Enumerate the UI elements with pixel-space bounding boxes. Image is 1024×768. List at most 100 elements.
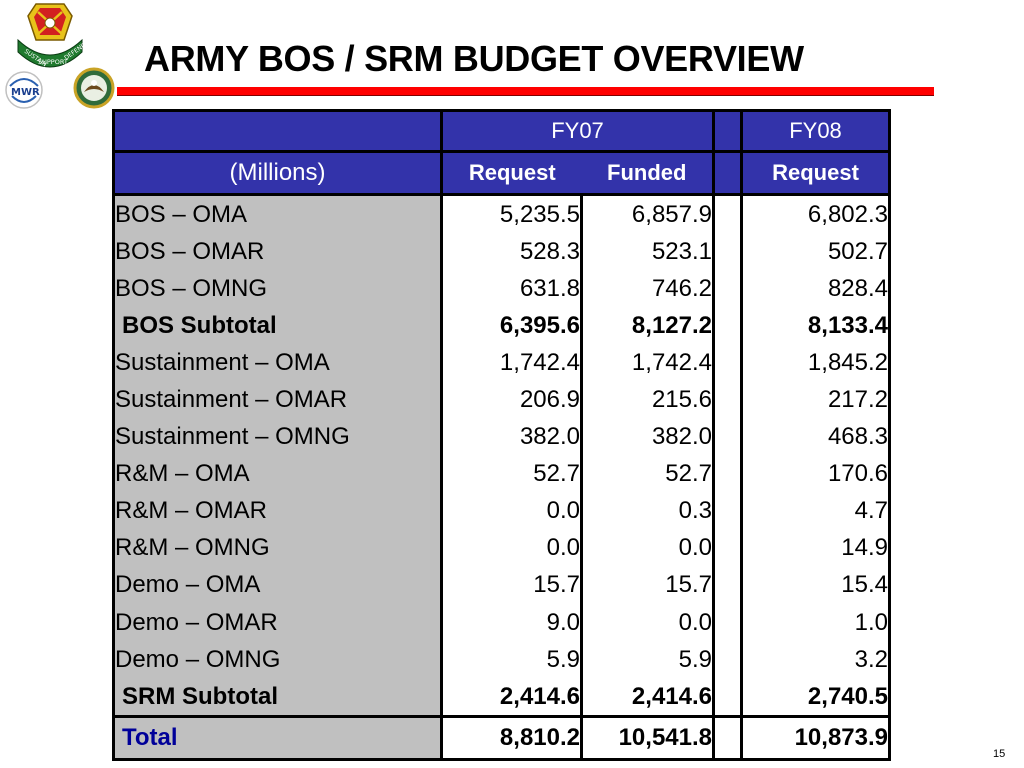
cell-fy08-request: 217.2 [740,381,891,419]
cell-fy07-request: 2,414.6 [440,678,582,717]
header-blank-cell [112,109,442,153]
row-label: BOS – OMA [112,194,442,234]
cell-fy07-request: 5,235.5 [440,194,582,234]
cell-fy07-funded: 1,742.4 [580,344,714,382]
row-gap-cell [712,418,742,456]
header-fy08-request: Request [740,151,891,196]
row-label: Sustainment – OMAR [112,381,442,419]
row-gap-cell [712,194,742,234]
table-row: BOS Subtotal 6,395.6 8,127.2 8,133.4 [112,307,891,345]
table-subheader-row: (Millions) Request Funded Request [112,151,891,196]
total-fy07-funded: 10,541.8 [580,715,714,762]
row-gap-cell [712,529,742,567]
table-header-row: FY07 FY08 [112,109,891,153]
cell-fy07-request: 1,742.4 [440,344,582,382]
row-label: R&M – OMNG [112,529,442,567]
table-row: BOS – OMAR 528.3 523.1 502.7 [112,233,891,271]
header-units: (Millions) [112,151,442,196]
table-row: BOS – OMNG 631.8 746.2 828.4 [112,270,891,308]
cell-fy07-funded: 0.0 [580,529,714,567]
row-label: Demo – OMAR [112,604,442,642]
cell-fy08-request: 1.0 [740,604,891,642]
table-row: Demo – OMNG 5.9 5.9 3.2 [112,641,891,679]
total-fy07-request: 8,810.2 [440,715,582,762]
cell-fy07-request: 5.9 [440,641,582,679]
cell-fy07-funded: 746.2 [580,270,714,308]
cell-fy07-funded: 8,127.2 [580,307,714,345]
total-row: Total 8,810.2 10,541.8 10,873.9 [112,715,891,762]
row-gap-cell [712,492,742,530]
row-gap-cell [712,641,742,679]
cell-fy07-funded: 52.7 [580,455,714,493]
row-label: R&M – OMA [112,455,442,493]
row-label: Demo – OMNG [112,641,442,679]
row-label: Demo – OMA [112,566,442,605]
page-title: ARMY BOS / SRM BUDGET OVERVIEW [144,38,804,79]
cell-fy07-request: 631.8 [440,270,582,308]
row-gap-cell [712,678,742,717]
row-label: R&M – OMAR [112,492,442,530]
row-label: BOS – OMNG [112,270,442,308]
eagle-seal-icon [73,67,115,109]
header-gap-cell [712,109,742,153]
cell-fy08-request: 6,802.3 [740,194,891,234]
table-row: Sustainment – OMA 1,742.4 1,742.4 1,845.2 [112,344,891,382]
table-row: Sustainment – OMAR 206.9 215.6 217.2 [112,381,891,419]
cell-fy07-request: 0.0 [440,492,582,530]
cell-fy07-request: 382.0 [440,418,582,456]
cell-fy08-request: 14.9 [740,529,891,567]
header-fy07: FY07 [440,109,714,153]
budget-table: FY07 FY08 (Millions) Request Funded Requ… [112,109,891,762]
cell-fy07-request: 6,395.6 [440,307,582,345]
row-gap-cell [712,455,742,493]
cell-fy07-funded: 0.3 [580,492,714,530]
row-gap-cell [712,604,742,642]
cell-fy08-request: 3.2 [740,641,891,679]
cell-fy08-request: 502.7 [740,233,891,271]
cell-fy07-funded: 215.6 [580,381,714,419]
cell-fy07-request: 206.9 [440,381,582,419]
table-row: R&M – OMNG 0.0 0.0 14.9 [112,529,891,567]
header-fy07-funded: Funded [581,151,714,196]
page-number: 15 [993,748,1006,760]
row-gap-cell [712,233,742,271]
table-row: R&M – OMAR 0.0 0.3 4.7 [112,492,891,530]
subheader-gap-cell [712,151,742,196]
table-row: Demo – OMA 15.7 15.7 15.4 [112,566,891,605]
row-gap-cell [712,307,742,345]
table-row: Sustainment – OMNG 382.0 382.0 468.3 [112,418,891,456]
svg-text:SUPPORT: SUPPORT [38,58,68,66]
cell-fy07-funded: 523.1 [580,233,714,271]
cell-fy07-funded: 5.9 [580,641,714,679]
cell-fy08-request: 170.6 [740,455,891,493]
cell-fy07-funded: 6,857.9 [580,194,714,234]
army-crest-icon: SUSTAIN SUPPORT DEFEND MWR [5,3,115,109]
mwr-logo-icon: MWR [5,71,43,109]
cell-fy08-request: 15.4 [740,566,891,605]
row-label: SRM Subtotal [112,678,442,717]
row-label: BOS Subtotal [112,307,442,345]
cell-fy08-request: 2,740.5 [740,678,891,717]
row-gap-cell [712,381,742,419]
cell-fy08-request: 1,845.2 [740,344,891,382]
row-label: Sustainment – OMNG [112,418,442,456]
cell-fy07-request: 0.0 [440,529,582,567]
cell-fy08-request: 468.3 [740,418,891,456]
row-gap-cell [712,566,742,605]
row-label: Sustainment – OMA [112,344,442,382]
header-fy07-request: Request [440,151,582,196]
header-fy08: FY08 [740,109,891,153]
cell-fy08-request: 828.4 [740,270,891,308]
table-row: R&M – OMA 52.7 52.7 170.6 [112,455,891,493]
table-row: SRM Subtotal 2,414.6 2,414.6 2,740.5 [112,678,891,717]
total-fy08-request: 10,873.9 [740,715,891,762]
cell-fy07-funded: 0.0 [580,604,714,642]
title-underline [117,87,934,96]
cell-fy07-request: 528.3 [440,233,582,271]
row-gap-cell [712,270,742,308]
cell-fy08-request: 4.7 [740,492,891,530]
row-gap-cell [712,344,742,382]
total-label: Total [112,715,442,762]
cell-fy07-request: 9.0 [440,604,582,642]
cell-fy07-funded: 2,414.6 [580,678,714,717]
